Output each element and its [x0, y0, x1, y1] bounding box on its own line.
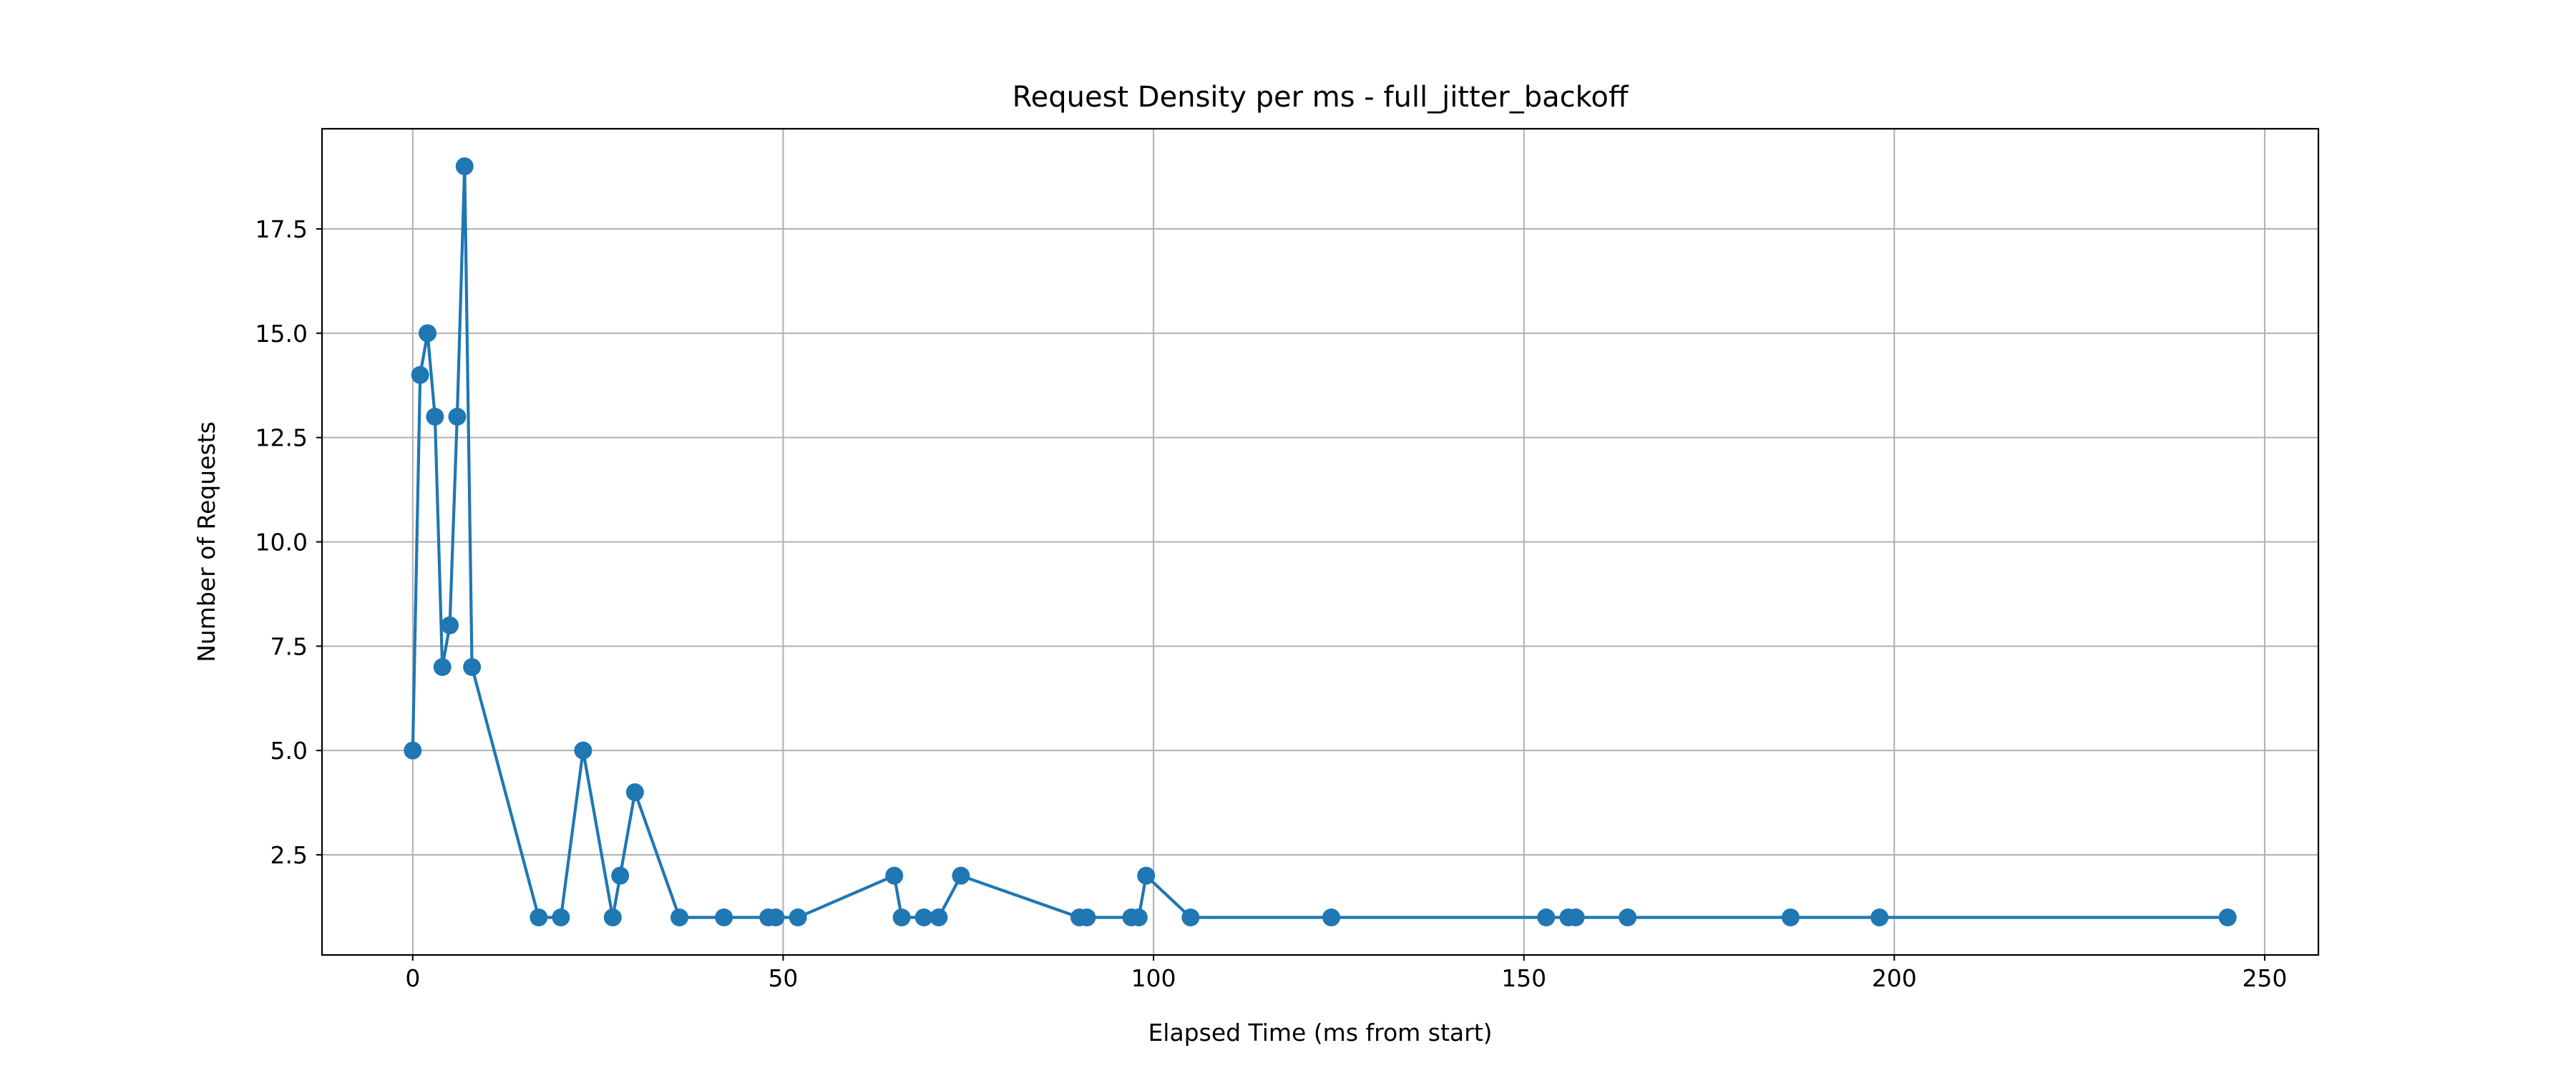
x-tick-label: 250 [2242, 964, 2287, 992]
x-tick-label: 0 [405, 964, 420, 992]
chart-title: Request Density per ms - full_jitter_bac… [1013, 81, 1629, 114]
data-point [1870, 908, 1889, 926]
y-tick-label: 10.0 [255, 529, 308, 557]
data-point [441, 616, 459, 635]
data-point [433, 658, 452, 676]
data-point [930, 908, 948, 926]
data-point [1078, 908, 1096, 926]
x-tick-label: 50 [768, 964, 798, 992]
data-point [892, 908, 911, 926]
data-point [715, 908, 733, 926]
data-point [952, 866, 970, 885]
data-point [885, 866, 904, 885]
data-point [789, 908, 807, 926]
data-point [611, 866, 630, 885]
data-point [411, 366, 429, 384]
y-tick-label: 5.0 [270, 737, 308, 765]
data-point [463, 658, 482, 676]
data-point [766, 908, 785, 926]
data-point [1129, 908, 1148, 926]
x-axis-label: Elapsed Time (ms from start) [1148, 1019, 1492, 1047]
x-tick-label: 100 [1131, 964, 1176, 992]
y-tick-label: 2.5 [270, 841, 308, 869]
data-point [2218, 908, 2237, 926]
y-tick-label: 12.5 [255, 424, 308, 452]
data-point [1619, 908, 1637, 926]
data-point [426, 408, 444, 426]
y-tick-label: 15.0 [255, 320, 308, 348]
data-point [670, 908, 689, 926]
x-tick-label: 200 [1872, 964, 1917, 992]
data-point [1322, 908, 1341, 926]
data-point [530, 908, 548, 926]
data-point [455, 157, 474, 175]
data-point [1137, 866, 1156, 885]
data-point [1181, 908, 1200, 926]
data-point [1537, 908, 1556, 926]
x-tick-label: 150 [1501, 964, 1546, 992]
axis-ticks: 0 50 100 150 200 250 2.5 5.0 7.5 10.0 12.5 15.0 17.5 [255, 215, 2288, 992]
grid-lines [322, 129, 2318, 955]
y-tick-label: 7.5 [270, 632, 308, 660]
data-point [448, 408, 467, 426]
data-point [404, 741, 422, 760]
data-point [574, 741, 592, 760]
data-point [1566, 908, 1585, 926]
y-axis-label: Number of Requests [192, 421, 220, 662]
data-series [404, 157, 2237, 926]
data-point [419, 324, 437, 343]
data-point [552, 908, 570, 926]
data-point [914, 908, 933, 926]
data-point [603, 908, 622, 926]
y-tick-label: 17.5 [255, 215, 308, 243]
data-point [1781, 908, 1800, 926]
data-point [625, 783, 644, 801]
